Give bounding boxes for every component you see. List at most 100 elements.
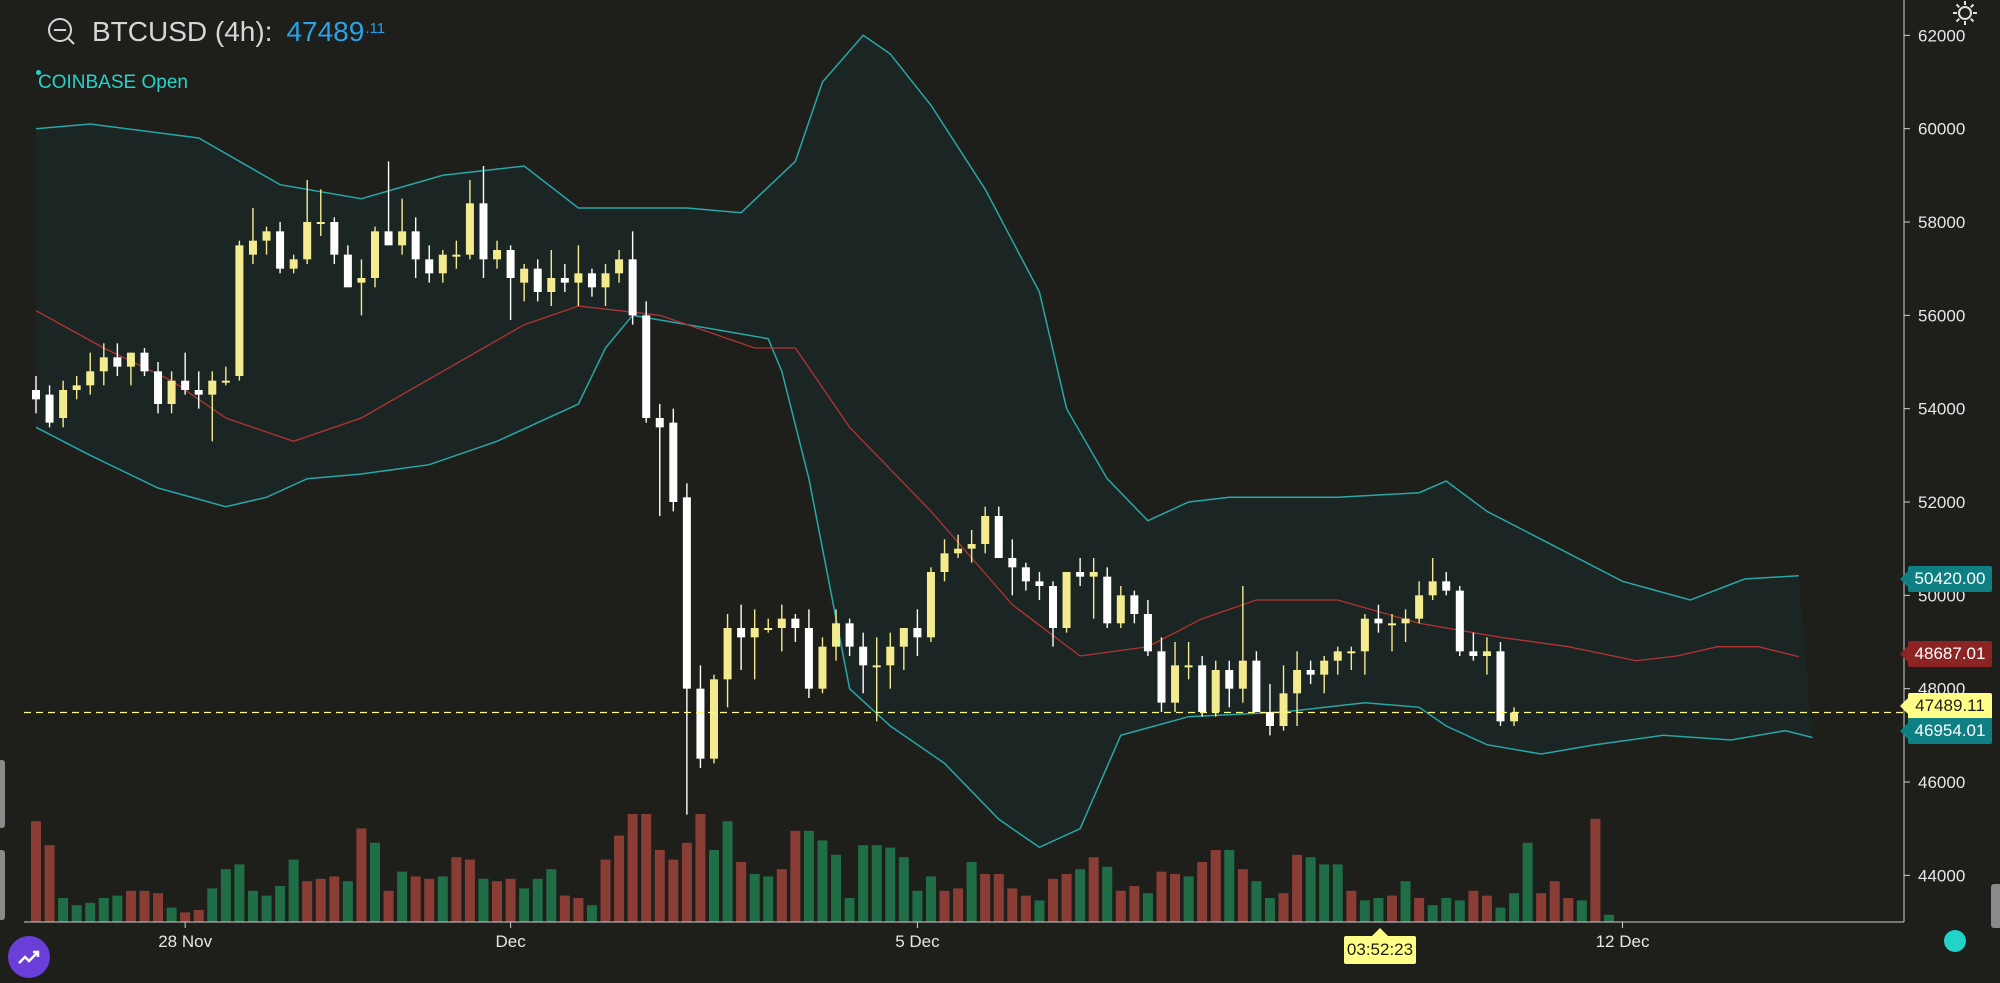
candle bbox=[45, 385, 54, 428]
candle-body bbox=[967, 544, 976, 549]
candle bbox=[926, 567, 935, 642]
candle bbox=[1049, 581, 1057, 647]
left-panel-handle-lower[interactable] bbox=[0, 850, 5, 920]
volume-bar bbox=[153, 893, 164, 922]
candle-body bbox=[1238, 660, 1247, 689]
bollinger-fill bbox=[36, 35, 1813, 848]
x-tick-label: 12 Dec bbox=[1596, 932, 1650, 951]
right-panel-handle[interactable] bbox=[1991, 884, 2000, 928]
candle-body bbox=[899, 628, 908, 647]
candle bbox=[398, 198, 407, 255]
volume-bar bbox=[1454, 900, 1465, 922]
candle-body bbox=[1347, 651, 1356, 654]
candle bbox=[872, 637, 881, 722]
candle bbox=[154, 362, 163, 414]
candle bbox=[1279, 665, 1288, 731]
candle-body bbox=[913, 628, 922, 638]
volume-bar bbox=[383, 890, 394, 922]
volume-bar bbox=[1481, 895, 1492, 922]
market-status-dot bbox=[36, 70, 41, 75]
candle-body bbox=[723, 628, 732, 680]
candle bbox=[235, 240, 244, 381]
candle bbox=[1320, 656, 1329, 694]
volume-bar bbox=[1210, 850, 1221, 922]
volume-bar bbox=[898, 857, 909, 922]
candle bbox=[452, 240, 461, 269]
candle-body bbox=[1469, 651, 1478, 656]
gear-icon[interactable] bbox=[1952, 0, 1978, 26]
x-tick-label: Dec bbox=[495, 932, 526, 951]
zoom-out-icon[interactable] bbox=[44, 15, 78, 49]
volume-bar bbox=[803, 830, 814, 922]
candle-body bbox=[1008, 558, 1017, 568]
candle-body bbox=[1279, 693, 1288, 726]
volume-bar bbox=[1224, 850, 1235, 922]
candle-body bbox=[303, 222, 312, 260]
market-status-label: COINBASE Open bbox=[38, 72, 188, 93]
candle bbox=[750, 609, 759, 680]
volume-bar bbox=[1400, 881, 1411, 922]
volume-bar bbox=[1522, 842, 1533, 922]
candle bbox=[262, 226, 271, 255]
candle bbox=[1157, 637, 1166, 712]
candle-body bbox=[1482, 651, 1491, 656]
volume-bar bbox=[207, 888, 218, 922]
volume-bar bbox=[1048, 878, 1058, 922]
candle-body bbox=[845, 623, 854, 647]
volume-bar bbox=[247, 890, 258, 922]
left-panel-handle[interactable] bbox=[0, 760, 5, 828]
candle bbox=[99, 343, 108, 386]
volume-bar bbox=[695, 814, 706, 922]
candle-body bbox=[235, 245, 244, 376]
candle-body bbox=[411, 231, 420, 260]
candle bbox=[1211, 660, 1220, 717]
candle bbox=[411, 217, 420, 278]
candle-body bbox=[533, 268, 542, 292]
volume-bar bbox=[112, 895, 123, 922]
candle bbox=[1143, 600, 1152, 656]
volume-bar bbox=[980, 874, 991, 922]
candle bbox=[642, 301, 651, 423]
status-indicator[interactable] bbox=[1944, 930, 1966, 952]
candle-body bbox=[886, 646, 895, 666]
volume-bar bbox=[1075, 869, 1086, 922]
volume-bar bbox=[953, 888, 964, 922]
volume-bar bbox=[790, 830, 801, 922]
candle bbox=[1008, 539, 1017, 596]
candle-body bbox=[316, 222, 325, 224]
candle-body bbox=[1035, 581, 1044, 586]
volume-bar bbox=[31, 821, 41, 922]
volume-bar bbox=[85, 902, 96, 922]
candle-body bbox=[1049, 586, 1057, 628]
candle bbox=[438, 250, 447, 283]
volume-bar bbox=[1319, 864, 1330, 922]
volume-bar bbox=[1359, 900, 1370, 922]
volume-bars bbox=[31, 814, 1614, 922]
candle bbox=[194, 371, 203, 409]
volume-bar bbox=[749, 874, 760, 922]
volume-bar bbox=[1020, 895, 1031, 922]
candle-body bbox=[506, 250, 515, 278]
volume-bar bbox=[1590, 818, 1601, 922]
candle-body bbox=[737, 628, 746, 638]
candle-body bbox=[384, 231, 393, 246]
candle bbox=[859, 632, 868, 694]
candle-body bbox=[1374, 618, 1383, 624]
y-tick-label: 44000 bbox=[1918, 866, 1965, 885]
candle bbox=[343, 245, 352, 288]
volume-bar bbox=[98, 898, 109, 922]
candle-body bbox=[371, 231, 379, 278]
candle bbox=[1415, 581, 1424, 624]
candle bbox=[737, 604, 746, 670]
candle-body bbox=[547, 278, 556, 292]
candle-body bbox=[804, 628, 813, 689]
candle-body bbox=[832, 623, 841, 647]
candle bbox=[601, 264, 610, 306]
candle-body bbox=[655, 418, 664, 428]
candle bbox=[682, 483, 691, 815]
candle bbox=[126, 352, 135, 386]
candle bbox=[86, 352, 95, 395]
trend-button[interactable] bbox=[8, 936, 50, 978]
